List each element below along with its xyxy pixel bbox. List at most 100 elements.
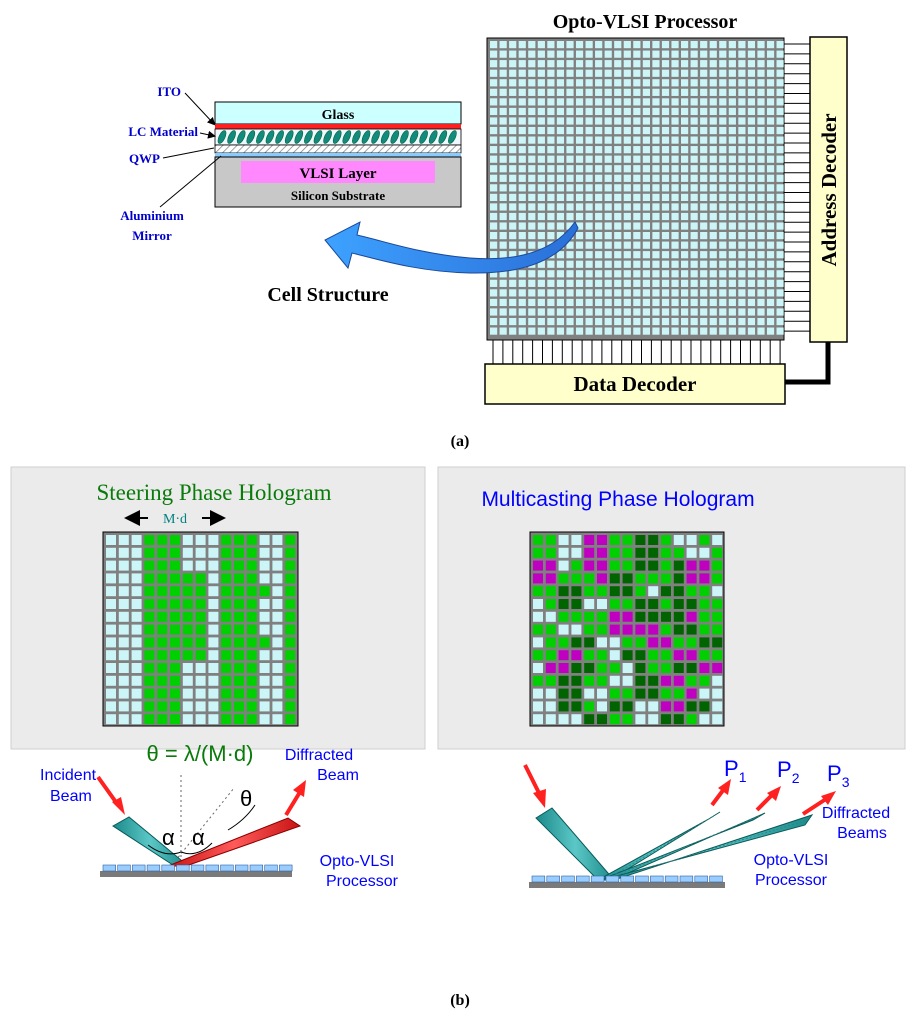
array-pixel [642, 88, 650, 96]
array-pixel [614, 289, 622, 297]
processor-pixel [546, 875, 560, 883]
steering-pixel [195, 624, 206, 635]
multicast-pixel [673, 624, 684, 635]
steering-pixel [118, 714, 129, 725]
multicast-pixel [558, 535, 569, 545]
multicast-pixel [533, 560, 543, 571]
array-pixel [509, 136, 517, 144]
array-pixel [709, 50, 717, 58]
multicast-pixel [571, 535, 582, 545]
array-pixel [547, 327, 555, 335]
array-pixel [585, 270, 593, 278]
array-pixel [776, 136, 784, 144]
array-pixel [652, 222, 660, 230]
array-pixel [642, 260, 650, 268]
array-pixel [642, 203, 650, 211]
multicast-pixel [648, 547, 659, 558]
array-pixel [614, 117, 622, 125]
array-pixel [700, 193, 708, 201]
array-pixel [633, 107, 641, 116]
steering-pixel [157, 547, 168, 558]
steering-pixel [182, 586, 193, 597]
array-pixel [747, 136, 756, 144]
array-pixel [709, 117, 717, 125]
array-pixel [528, 289, 536, 297]
array-pixel [671, 222, 679, 230]
array-pixel [776, 222, 784, 230]
array-pixel [528, 279, 536, 287]
array-pixel [623, 222, 631, 230]
array-pixel [652, 241, 660, 249]
steering-pixel [118, 663, 129, 673]
array-pixel [575, 117, 584, 125]
multicast-pixel [545, 650, 556, 661]
steering-pixel [144, 675, 155, 686]
steering-pixel [246, 650, 257, 661]
multicast-pixel [558, 573, 569, 584]
array-pixel [575, 260, 584, 268]
array-pixel [709, 193, 717, 201]
processor-pixel [132, 864, 146, 872]
array-pixel [776, 60, 784, 68]
array-pixel [528, 212, 536, 221]
multicast-pixel [661, 688, 671, 699]
array-pixel [642, 98, 650, 106]
lc-molecule [342, 130, 352, 144]
array-pixel [642, 41, 650, 49]
array-pixel [690, 203, 698, 211]
array-pixel [719, 193, 727, 201]
multicast-pixel [609, 701, 620, 712]
array-pixel [642, 251, 650, 259]
array-pixel [604, 117, 612, 125]
array-pixel [566, 41, 574, 49]
multi-processor-line2: Processor [755, 872, 828, 889]
array-pixel [633, 251, 641, 259]
array-pixel [518, 222, 526, 230]
array-pixel [700, 212, 708, 221]
array-pixel [766, 146, 775, 154]
array-pixel [776, 327, 784, 335]
multicast-pixel [686, 586, 697, 597]
steering-pixel [285, 547, 296, 558]
array-pixel [604, 79, 612, 87]
array-pixel [747, 88, 756, 96]
array-pixel [623, 50, 631, 58]
array-pixel [690, 251, 698, 259]
array-pixel [614, 98, 622, 106]
array-pixel [719, 165, 727, 173]
multicast-pixel [609, 675, 620, 686]
array-pixel [509, 184, 517, 192]
array-pixel [709, 165, 717, 173]
steering-pixel [118, 701, 129, 712]
array-pixel [575, 69, 584, 77]
array-pixel [671, 298, 679, 307]
array-pixel [681, 289, 689, 297]
array-pixel [633, 232, 641, 240]
array-pixel [671, 117, 679, 125]
multicast-pixel [712, 701, 723, 712]
steering-pixel [195, 701, 206, 712]
array-pixel [671, 279, 679, 287]
array-pixel [490, 203, 498, 211]
array-pixel [575, 136, 584, 144]
lc-molecule [428, 130, 438, 144]
multicast-pixel [597, 599, 607, 609]
multicast-pixel [533, 688, 543, 699]
multicast-pixel [571, 637, 582, 648]
array-pixel [537, 136, 545, 144]
array-pixel [757, 60, 765, 68]
array-pixel [709, 98, 717, 106]
array-pixel [575, 41, 584, 49]
array-pixel [547, 222, 555, 230]
array-pixel [719, 184, 727, 192]
array-pixel [776, 174, 784, 182]
array-pixel [547, 146, 555, 154]
array-pixel [595, 232, 603, 240]
steering-pixel [170, 535, 180, 545]
array-pixel [528, 126, 536, 135]
mirror-label-line1: Aluminium [120, 208, 184, 223]
array-pixel [719, 79, 727, 87]
array-pixel [633, 79, 641, 87]
array-pixel [700, 165, 708, 173]
array-pixel [681, 270, 689, 278]
